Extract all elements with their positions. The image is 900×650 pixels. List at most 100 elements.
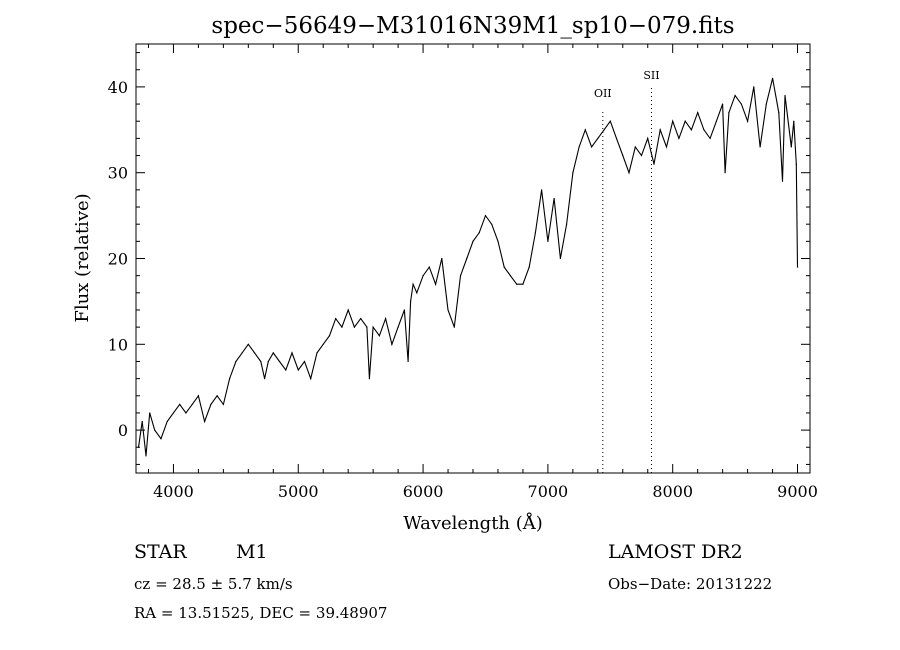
axis-ticks: 4000 5000 6000 7000 8000 9000 0 10 20 30 40: [108, 44, 818, 501]
spectrum-point: [466, 257, 468, 260]
x-axis-label: Wavelength (Å): [403, 512, 543, 534]
spectrum-point: [497, 240, 499, 242]
spectrum-point: [291, 352, 293, 354]
spectrum-point: [734, 94, 736, 97]
spectrum-point: [572, 172, 574, 174]
spectrum-point: [441, 257, 443, 260]
spectrum-point: [353, 326, 356, 328]
spectrum-point: [728, 112, 730, 114]
observation-date: Obs−Date: 20131222: [608, 575, 773, 593]
spectrum-point: [746, 120, 749, 122]
spectrum-point: [793, 120, 795, 122]
coordinates: RA = 13.51525, DEC = 39.48907: [134, 604, 388, 622]
chart-title: spec−56649−M31016N39M1_sp10−079.fits: [211, 13, 734, 39]
spectrum-point: [603, 129, 605, 131]
spectrum-point: [403, 309, 405, 311]
spectrum-point: [547, 240, 549, 242]
spectrum-point: [263, 378, 266, 380]
spectrum-point: [285, 369, 287, 371]
spectrum-point: [690, 129, 693, 131]
spectrum-point: [172, 412, 175, 414]
series-layer: [137, 77, 799, 457]
spectrum-point: [229, 378, 231, 380]
spectrum-point: [659, 129, 661, 131]
spectrum-point: [628, 172, 630, 174]
spectrum-point: [391, 343, 393, 345]
x-tick-label: 7000: [528, 482, 569, 501]
spectrum-point: [267, 360, 269, 363]
spectrum-point: [160, 438, 162, 440]
spectrum-point: [522, 283, 524, 285]
spectrum-point: [241, 352, 243, 354]
spectrum-point: [778, 112, 780, 114]
spectrum-point: [272, 352, 274, 354]
spectrum-point: [615, 137, 618, 139]
spectrum-point: [253, 352, 256, 354]
spectrum-point: [322, 343, 324, 345]
spectrum-point: [672, 120, 674, 122]
spectrum-point: [412, 283, 414, 285]
spectrum-point: [372, 326, 374, 328]
spectrum-point: [303, 360, 306, 363]
spectrum-point: [484, 215, 487, 217]
spectrum-point: [409, 300, 412, 302]
spectrum-point: [578, 146, 580, 148]
plot-frame: [135, 43, 811, 474]
y-tick-label: 10: [108, 335, 128, 354]
spectrum-point: [204, 420, 206, 423]
spectrum-point: [795, 163, 797, 165]
redshift-cz: cz = 28.5 ± 5.7 km/s: [134, 575, 293, 593]
spectrum-point: [724, 172, 726, 174]
spectrum-point: [191, 403, 193, 405]
spectrum-point: [154, 429, 156, 431]
spectral-line-label: SII: [643, 69, 659, 82]
spectrum-point: [771, 77, 774, 79]
spectrum-point: [665, 146, 668, 148]
spectrum-point: [516, 283, 518, 285]
spectrum-point: [385, 317, 387, 320]
x-tick-label: 6000: [403, 482, 444, 501]
spectrum-point: [478, 232, 480, 234]
spectrum-point: [235, 360, 237, 363]
x-tick-label: 4000: [153, 482, 194, 501]
spectrum-point: [407, 360, 409, 363]
spectrum-point: [260, 360, 262, 363]
spectrum-point: [368, 378, 371, 380]
spectrum-point: [216, 395, 218, 397]
spectrum-point: [247, 343, 249, 345]
spectrum-point: [709, 137, 711, 139]
spectrum-point: [781, 180, 784, 182]
spectrum-point: [278, 360, 281, 363]
spectrum-point: [347, 309, 349, 311]
spectrum-point: [715, 120, 717, 122]
y-tick-label: 30: [108, 164, 128, 183]
y-tick-label: 0: [118, 421, 128, 440]
spectrum-point: [503, 266, 505, 268]
spectrum-point: [759, 146, 761, 148]
spectrum-point: [141, 420, 143, 423]
spectrum-point: [790, 146, 792, 148]
spectrum-point: [609, 120, 611, 122]
spectrum-point: [584, 129, 586, 131]
y-tick-label: 40: [108, 78, 128, 97]
spectrum-point: [447, 309, 449, 311]
spectrum-point: [222, 403, 224, 405]
spectrum-point: [697, 112, 699, 114]
spectrum-point: [566, 223, 568, 225]
spectrum-point: [360, 317, 362, 320]
x-tick-label: 9000: [777, 482, 818, 501]
spectrum-point: [740, 103, 742, 105]
spectrum-point: [722, 103, 724, 105]
spectrum-point: [422, 275, 424, 277]
spectrum-point: [765, 103, 767, 105]
spectrum-point: [366, 326, 368, 328]
spectrum-point: [684, 120, 686, 122]
spectrum-point: [559, 257, 561, 260]
spectrum-point: [335, 317, 337, 320]
spectrum-point: [553, 197, 555, 200]
y-tick-label: 20: [108, 250, 128, 269]
spectrum-point: [597, 137, 599, 139]
spectrum-point: [753, 86, 755, 88]
spectrum-point: [166, 420, 168, 423]
